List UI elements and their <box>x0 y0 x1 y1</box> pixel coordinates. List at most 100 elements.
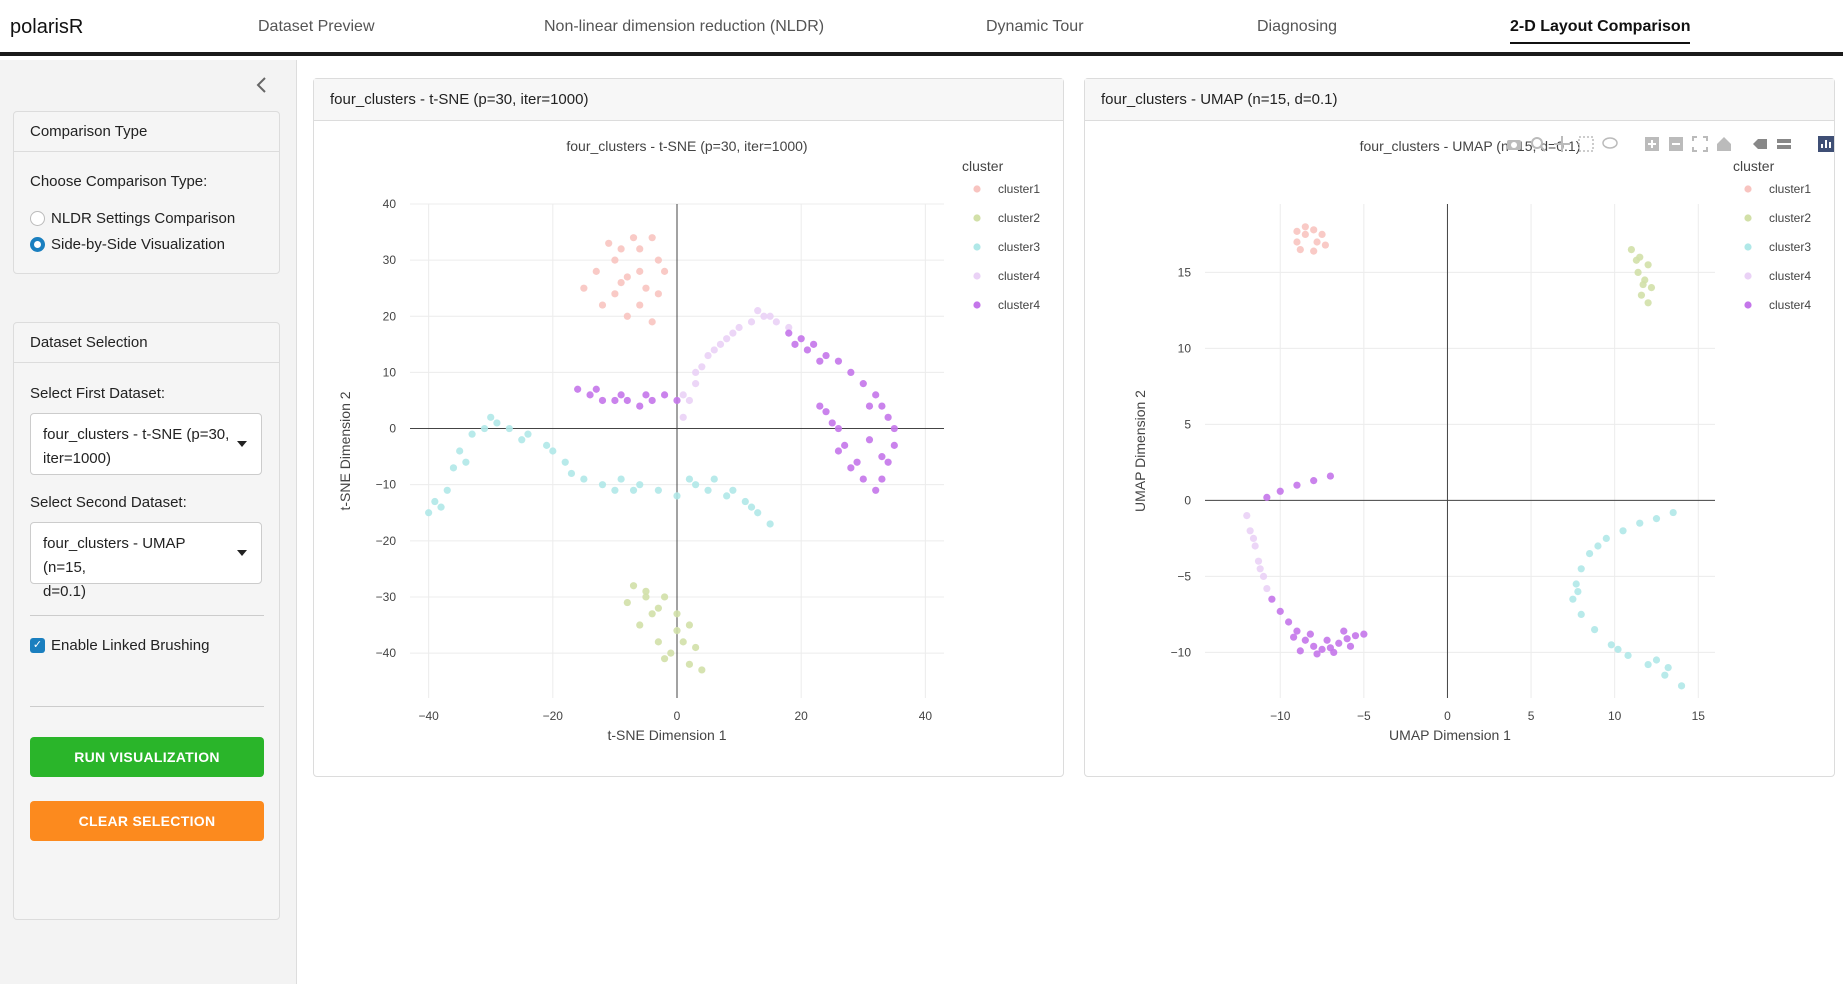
data-point-cluster4[interactable] <box>598 396 607 405</box>
data-point-cluster3[interactable] <box>1664 664 1672 672</box>
data-point-cluster3[interactable] <box>1661 671 1669 679</box>
first-dataset-select[interactable]: four_clusters - t-SNE (p=30, iter=1000) <box>30 413 262 475</box>
data-point-cluster3[interactable] <box>673 492 681 500</box>
data-point-cluster4[interactable] <box>1340 627 1348 635</box>
data-point-cluster4[interactable] <box>859 475 867 483</box>
data-point-cluster4[interactable] <box>747 318 756 326</box>
data-point-cluster1[interactable] <box>654 290 662 298</box>
data-point-cluster4[interactable] <box>704 351 712 360</box>
data-point-cluster1[interactable] <box>1321 241 1329 249</box>
data-point-cluster4[interactable] <box>1290 633 1298 641</box>
tsne-scatter-plot[interactable]: four_clusters - t-SNE (p=30, iter=1000) −… <box>314 121 1063 776</box>
data-point-cluster4[interactable] <box>816 402 824 410</box>
data-point-cluster4[interactable] <box>574 385 582 393</box>
data-point-cluster4[interactable] <box>636 402 644 410</box>
data-point-cluster4[interactable] <box>623 396 631 405</box>
data-point-cluster4[interactable] <box>772 318 780 326</box>
data-point-cluster2[interactable] <box>1644 261 1652 269</box>
data-point-cluster1[interactable] <box>592 267 600 275</box>
data-point-cluster2[interactable] <box>648 610 656 618</box>
data-point-cluster3[interactable] <box>1636 519 1644 527</box>
data-point-cluster4[interactable] <box>878 402 886 410</box>
data-point-cluster4[interactable] <box>1343 635 1351 643</box>
data-point-cluster1[interactable] <box>1293 238 1301 246</box>
data-point-cluster3[interactable] <box>723 492 731 500</box>
home-icon[interactable] <box>1715 135 1733 153</box>
data-point-cluster4[interactable] <box>884 458 892 466</box>
data-point-cluster4[interactable] <box>754 307 762 315</box>
data-point-cluster2[interactable] <box>654 638 662 646</box>
data-point-cluster3[interactable] <box>704 486 712 494</box>
legend-marker[interactable] <box>1744 301 1752 309</box>
data-point-cluster2[interactable] <box>623 598 631 607</box>
data-point-cluster4[interactable] <box>1326 472 1335 480</box>
data-point-cluster2[interactable] <box>698 666 706 674</box>
data-point-cluster3[interactable] <box>747 503 756 511</box>
data-point-cluster4[interactable] <box>884 413 892 421</box>
tab-dynamic-tour[interactable]: Dynamic Tour <box>986 18 1084 35</box>
legend-item-cluster1[interactable]: cluster1 <box>998 182 1040 196</box>
data-point-cluster3[interactable] <box>685 475 694 483</box>
data-point-cluster4[interactable] <box>1346 642 1355 650</box>
data-point-cluster3[interactable] <box>636 481 644 489</box>
data-point-cluster2[interactable] <box>685 621 694 629</box>
data-point-cluster1[interactable] <box>1318 230 1326 238</box>
data-point-cluster2[interactable] <box>642 593 650 601</box>
data-point-cluster3[interactable] <box>1652 515 1661 523</box>
data-point-cluster3[interactable] <box>1607 641 1615 649</box>
data-point-cluster3[interactable] <box>462 458 470 466</box>
legend-marker[interactable] <box>1744 185 1752 193</box>
legend-item-cluster1[interactable]: cluster1 <box>1769 182 1811 196</box>
data-point-cluster4[interactable] <box>617 391 625 399</box>
data-point-cluster4[interactable] <box>1310 477 1318 485</box>
data-point-cluster4[interactable] <box>710 346 718 354</box>
data-point-cluster3[interactable] <box>741 497 749 506</box>
data-point-cluster4[interactable] <box>834 447 843 455</box>
data-point-cluster4[interactable] <box>692 380 700 388</box>
legend-marker[interactable] <box>973 272 981 280</box>
data-point-cluster3[interactable] <box>543 441 551 449</box>
data-point-cluster2[interactable] <box>1639 280 1647 289</box>
data-point-cluster1[interactable] <box>1293 227 1301 235</box>
data-point-cluster3[interactable] <box>1574 588 1582 596</box>
data-point-cluster4[interactable] <box>1254 557 1263 565</box>
data-point-cluster1[interactable] <box>1313 238 1321 246</box>
data-point-cluster1[interactable] <box>1310 247 1318 255</box>
data-point-cluster2[interactable] <box>642 587 650 595</box>
data-point-cluster4[interactable] <box>797 335 805 343</box>
data-point-cluster4[interactable] <box>865 402 874 410</box>
legend-item-cluster4[interactable]: cluster4 <box>998 298 1040 312</box>
data-point-cluster1[interactable] <box>629 234 638 242</box>
data-point-cluster4[interactable] <box>872 391 880 399</box>
data-point-cluster4[interactable] <box>716 340 725 348</box>
data-point-cluster1[interactable] <box>636 301 644 309</box>
data-point-cluster1[interactable] <box>605 239 613 247</box>
legend-marker[interactable] <box>1744 214 1752 222</box>
data-point-cluster4[interactable] <box>865 436 874 444</box>
camera-icon[interactable] <box>1505 135 1523 153</box>
data-point-cluster1[interactable] <box>623 273 631 281</box>
zoom-in-icon[interactable] <box>1643 135 1661 153</box>
data-point-cluster3[interactable] <box>1577 610 1585 618</box>
data-point-cluster3[interactable] <box>437 503 445 511</box>
data-point-cluster4[interactable] <box>679 413 687 421</box>
legend-item-cluster3[interactable]: cluster3 <box>998 240 1040 254</box>
tab-diagnosing[interactable]: Diagnosing <box>1257 18 1338 35</box>
data-point-cluster4[interactable] <box>673 396 681 405</box>
data-point-cluster3[interactable] <box>1577 565 1585 573</box>
data-point-cluster2[interactable] <box>1644 299 1652 307</box>
data-point-cluster2[interactable] <box>1627 246 1635 254</box>
data-point-cluster4[interactable] <box>1301 636 1309 644</box>
data-point-cluster2[interactable] <box>679 638 687 646</box>
data-point-cluster1[interactable] <box>642 284 650 292</box>
data-point-cluster3[interactable] <box>617 475 625 483</box>
data-point-cluster3[interactable] <box>1602 534 1610 542</box>
legend-item-cluster4[interactable]: cluster4 <box>998 269 1040 283</box>
data-point-cluster3[interactable] <box>580 475 588 483</box>
data-point-cluster1[interactable] <box>580 284 588 292</box>
data-point-cluster4[interactable] <box>822 408 830 416</box>
chevron-left-icon[interactable] <box>255 76 269 100</box>
data-point-cluster4[interactable] <box>586 391 594 399</box>
radio-nldr-settings[interactable]: NLDR Settings Comparison <box>30 210 235 227</box>
legend-marker[interactable] <box>973 243 981 251</box>
